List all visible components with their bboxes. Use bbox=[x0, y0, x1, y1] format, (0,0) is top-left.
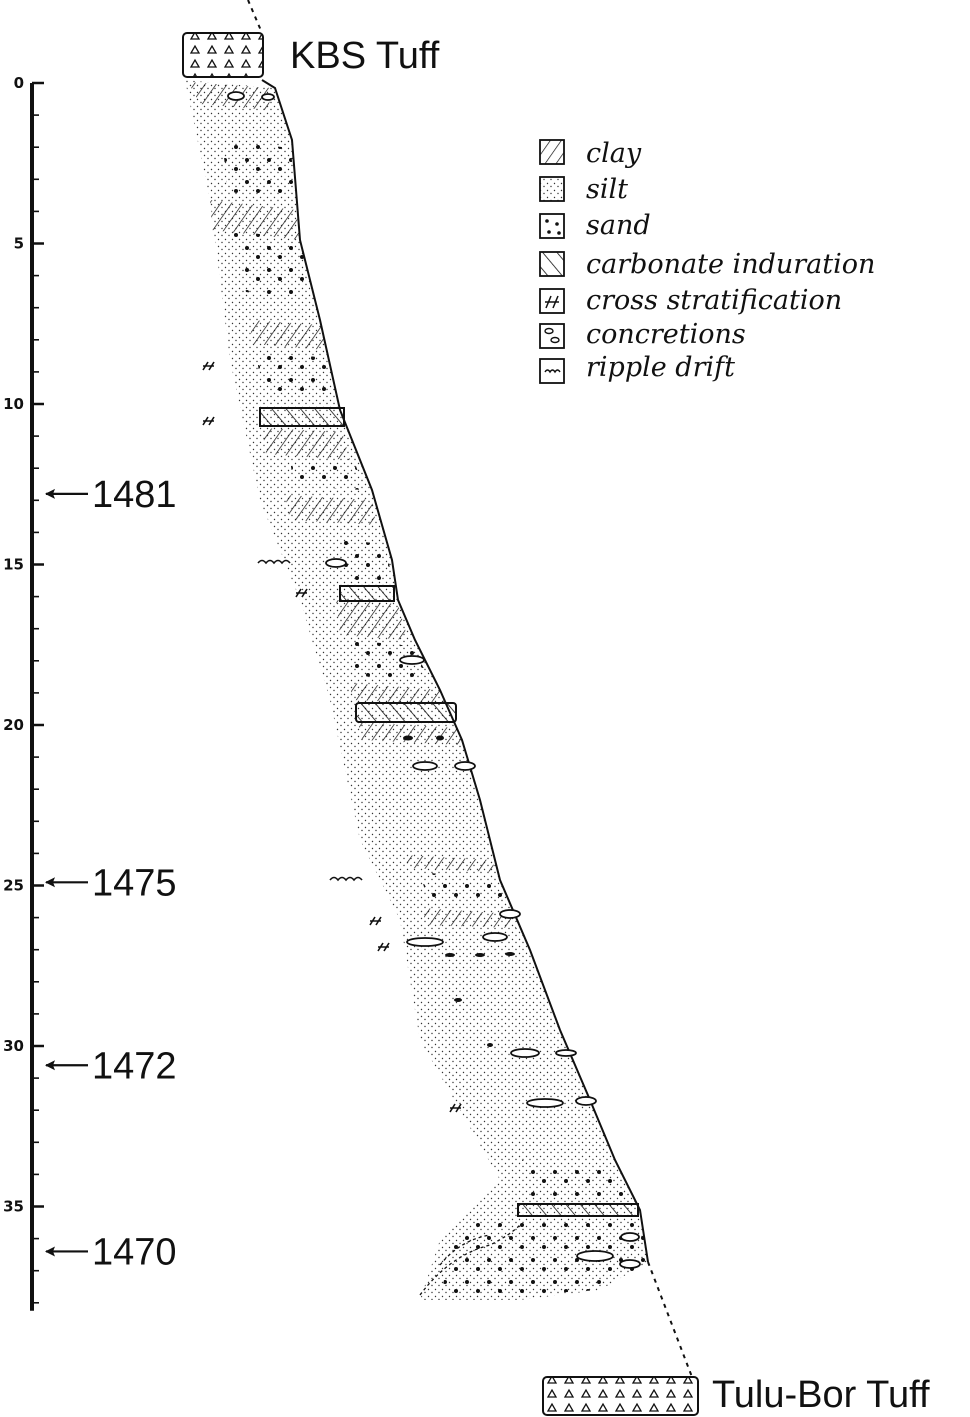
clay-layers bbox=[188, 82, 516, 928]
legend-label-silt: silt bbox=[586, 174, 628, 205]
legend-label-cross: cross stratification bbox=[586, 285, 842, 316]
legend: clay silt sand carbonate induration cros… bbox=[539, 138, 875, 384]
depth-tick-label: 30 bbox=[3, 1037, 24, 1055]
depth-tick-label: 35 bbox=[3, 1198, 24, 1216]
legend-label-ripple: ripple drift bbox=[586, 352, 735, 383]
clay-hatch-icon bbox=[539, 139, 565, 165]
lower-contact-dashed-line bbox=[647, 1261, 693, 1378]
specimen-marker: 1470 bbox=[45, 1231, 177, 1273]
legend-item-carbonate: carbonate induration bbox=[539, 249, 875, 280]
cross-stratification-icon bbox=[539, 288, 565, 314]
specimen-label: 1481 bbox=[92, 474, 177, 516]
legend-item-sand: sand bbox=[539, 210, 651, 241]
arrowhead-icon bbox=[45, 1060, 55, 1071]
legend-label-carbonate: carbonate induration bbox=[586, 249, 875, 280]
legend-label-concretions: concretions bbox=[586, 319, 746, 350]
upper-contact-dashed-line bbox=[247, 0, 263, 34]
tulu-bor-tuff-bed bbox=[542, 1376, 699, 1416]
specimen-marker: 1472 bbox=[45, 1045, 177, 1087]
depth-tick-label: 0 bbox=[14, 74, 24, 92]
specimen-marker: 1481 bbox=[45, 474, 177, 516]
sand-layers bbox=[222, 140, 648, 1300]
carbonate-layers bbox=[259, 407, 639, 1217]
specimen-markers: 1481 1475 1472 1470 bbox=[45, 474, 177, 1273]
arrowhead-icon bbox=[45, 877, 55, 888]
lower-wavy-lines bbox=[419, 1224, 521, 1296]
concretions bbox=[227, 91, 641, 1269]
depth-tick-label: 5 bbox=[14, 235, 24, 253]
sand-dots-icon bbox=[539, 213, 565, 239]
ripple-drift-icon bbox=[539, 358, 565, 384]
tulu-bor-tuff-label: Tulu-Bor Tuff bbox=[712, 1374, 930, 1416]
specimen-label: 1470 bbox=[92, 1231, 177, 1273]
carbonate-hatch-icon bbox=[539, 251, 565, 277]
weathering-profile-line bbox=[261, 79, 649, 1263]
legend-item-concretions: concretions bbox=[539, 319, 746, 350]
legend-item-ripple: ripple drift bbox=[539, 352, 735, 384]
legend-label-clay: clay bbox=[586, 138, 642, 169]
depth-tick-label: 10 bbox=[3, 395, 24, 413]
legend-label-sand: sand bbox=[586, 210, 651, 241]
arrowhead-icon bbox=[45, 1246, 55, 1257]
concretion-icon bbox=[539, 323, 565, 349]
legend-item-silt: silt bbox=[539, 174, 628, 205]
depth-tick-label: 25 bbox=[3, 877, 24, 895]
kbs-tuff-bed bbox=[182, 32, 264, 78]
pebbles bbox=[403, 735, 515, 1047]
ripple-drift-symbols bbox=[257, 559, 363, 882]
legend-item-clay: clay bbox=[539, 138, 642, 169]
depth-scale: 0 5 10 15 20 25 30 35 bbox=[3, 74, 44, 1311]
kbs-tuff-label: KBS Tuff bbox=[290, 35, 440, 77]
silt-stipple-icon bbox=[539, 176, 565, 202]
cross-stratification-symbols bbox=[202, 361, 462, 1113]
depth-tick-label: 15 bbox=[3, 556, 24, 574]
arrowhead-icon bbox=[45, 488, 55, 499]
depth-tick-label: 20 bbox=[3, 716, 24, 734]
specimen-label: 1472 bbox=[92, 1045, 177, 1087]
specimen-marker: 1475 bbox=[45, 862, 177, 904]
specimen-label: 1475 bbox=[92, 862, 177, 904]
legend-item-cross: cross stratification bbox=[539, 285, 842, 316]
